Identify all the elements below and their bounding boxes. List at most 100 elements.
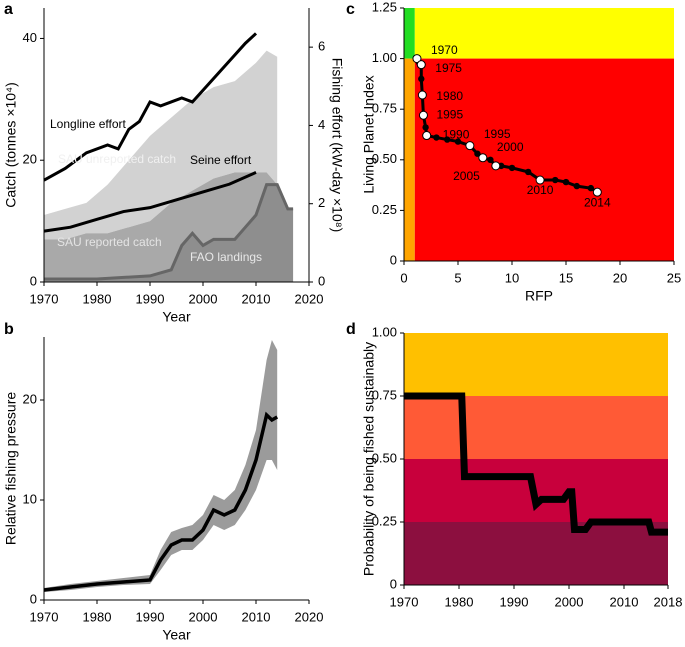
point — [474, 150, 481, 157]
panel-letter: a — [4, 1, 13, 18]
year-label: 1990 — [443, 128, 470, 142]
probability-band — [404, 396, 668, 459]
year-point — [417, 90, 427, 100]
x-tick-label: 1980 — [83, 291, 112, 306]
y2-tick-label: 0 — [318, 273, 325, 288]
x-tick-label: 1980 — [83, 609, 112, 624]
y-axis-label: Probability of being fished sustainably — [361, 342, 377, 576]
year-label: 1970 — [431, 43, 458, 57]
x-tick-label: 1990 — [136, 609, 165, 624]
point — [525, 168, 532, 176]
y-tick-label: 0.75 — [372, 101, 397, 116]
year-point — [478, 153, 488, 163]
x-tick-label: 2010 — [610, 594, 639, 609]
y-axis-label: Relative fishing pressure — [3, 392, 19, 546]
y-tick-label: 0.25 — [372, 513, 397, 528]
year-point — [416, 60, 426, 70]
y-tick-label: 0 — [390, 252, 397, 267]
point — [422, 124, 429, 131]
point — [552, 176, 559, 184]
year-label: 1975 — [435, 61, 462, 75]
year-label: 1980 — [436, 89, 463, 103]
year-label: 2000 — [497, 140, 524, 154]
x-tick-label: 1990 — [136, 291, 165, 306]
x-tick-label: 25 — [667, 270, 681, 285]
x-tick-label: 5 — [454, 270, 461, 285]
y-tick-label: 10 — [23, 491, 37, 506]
y-tick-label: 0 — [390, 576, 397, 591]
x-tick-label: 1970 — [30, 609, 59, 624]
y-tick-label: 20 — [23, 152, 37, 167]
panel-letter: c — [346, 1, 355, 18]
panel-letter: d — [346, 321, 356, 338]
y-tick-label: 0 — [30, 591, 37, 606]
x-tick-label: 20 — [613, 270, 627, 285]
point — [444, 136, 451, 143]
point — [433, 134, 440, 141]
y-tick-label: 1.00 — [372, 324, 397, 339]
year-label: 2005 — [453, 169, 480, 183]
panel-letter: b — [4, 321, 14, 338]
year-point — [465, 141, 475, 151]
year-label: 2014 — [584, 195, 611, 209]
x-tick-label: 1970 — [30, 291, 59, 306]
x-tick-label: 2020 — [295, 609, 324, 624]
x-tick-label: 1990 — [500, 594, 529, 609]
region — [414, 58, 674, 261]
point — [562, 178, 570, 186]
point — [587, 184, 595, 192]
x-tick-label: 2000 — [189, 609, 218, 624]
region — [414, 8, 674, 59]
series-label: Seine effort — [190, 153, 252, 167]
year-point — [535, 175, 545, 185]
x-tick-label: 2020 — [295, 291, 324, 306]
y-tick-label: 1.00 — [372, 50, 397, 65]
x-tick-label: 2018 — [654, 594, 683, 609]
year-label: 1995 — [436, 107, 463, 121]
x-tick-label: 2000 — [189, 291, 218, 306]
y2-tick-label: 2 — [318, 195, 325, 210]
y-tick-label: 0.50 — [372, 450, 397, 465]
y-tick-label: 0.25 — [372, 202, 397, 217]
catch-area — [44, 50, 278, 240]
point — [487, 156, 494, 163]
year-point — [422, 131, 432, 141]
x-tick-label: 2000 — [555, 594, 584, 609]
series-label: SAU reported catch — [57, 235, 162, 249]
y2-tick-label: 4 — [318, 117, 325, 132]
year-point — [592, 187, 602, 197]
uncertainty-band — [44, 340, 278, 592]
year-label: 2010 — [527, 183, 554, 197]
catch-line — [44, 183, 294, 281]
y-tick-label: 20 — [23, 391, 37, 406]
median-line — [43, 411, 279, 592]
x-tick-label: 10 — [505, 270, 519, 285]
series-label: SAU unreported catch — [58, 152, 176, 166]
y-tick-label: 0 — [30, 273, 37, 288]
catch-area — [44, 184, 294, 282]
y-tick-label: 0.75 — [372, 387, 397, 402]
point — [454, 138, 462, 145]
probability-band — [404, 333, 668, 396]
series-label: Longline effort — [50, 117, 127, 131]
y-tick-label: 1.25 — [372, 0, 397, 14]
x-tick-label: 0 — [400, 270, 407, 285]
point — [508, 164, 516, 172]
y-tick-label: 0.50 — [372, 151, 397, 166]
year-label: 1995 — [484, 127, 511, 141]
year-point — [491, 161, 501, 171]
x-axis-label: RFP — [525, 288, 553, 304]
x-tick-label: 2010 — [242, 609, 271, 624]
year-point — [418, 110, 428, 120]
effort-line — [43, 32, 258, 182]
point — [418, 75, 425, 83]
y2-tick-label: 6 — [318, 39, 325, 54]
x-tick-label: 1980 — [445, 594, 474, 609]
year-point — [412, 54, 422, 64]
y2-axis-label: Fishing effort (kW-day ×10⁸) — [329, 58, 345, 233]
probability-band — [404, 522, 668, 585]
effort-line — [43, 171, 257, 233]
probability-line — [404, 392, 668, 536]
point — [573, 182, 580, 190]
